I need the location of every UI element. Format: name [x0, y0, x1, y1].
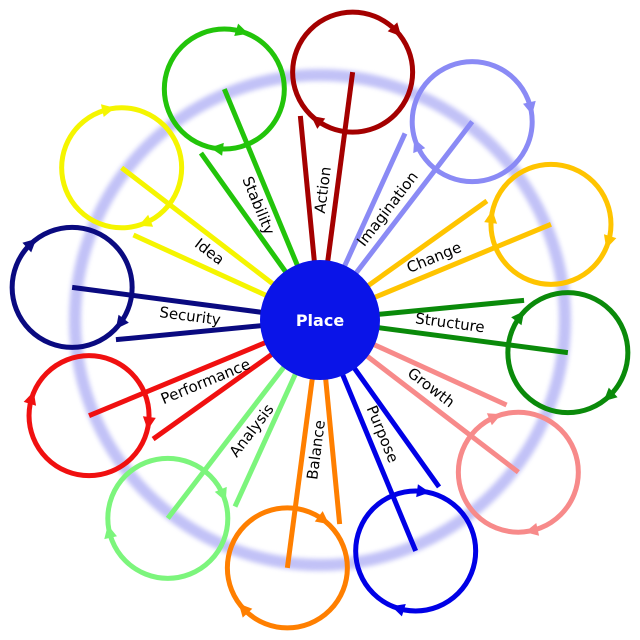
petal-loop — [353, 488, 479, 614]
petal-arrow-icon — [234, 23, 249, 37]
petal-arrow-icon — [484, 210, 498, 224]
petal-arrow-icon — [104, 524, 117, 540]
petal-arrow-icon — [416, 484, 430, 498]
petal-arrow-icon — [511, 310, 525, 326]
petal-arrow-icon — [23, 391, 37, 406]
petal-loop — [409, 59, 535, 185]
background-ring — [69, 69, 571, 571]
petal-label: Action — [311, 166, 335, 215]
petal-loop — [59, 105, 185, 231]
center-node[interactable]: Place — [260, 260, 380, 380]
petal-arrow-icon — [142, 416, 156, 430]
petal-arrow-icon — [391, 603, 406, 617]
petal-arrow-icon — [22, 238, 37, 253]
petal-loop — [161, 26, 287, 152]
petal-label: Imagination — [353, 168, 422, 250]
petal-arrow-icon — [523, 100, 536, 116]
petal-arrow-icon — [138, 214, 154, 227]
petal-arrow-icon — [210, 142, 224, 156]
petal-arrow-icon — [603, 387, 618, 402]
petal-arrow-icon — [310, 115, 326, 129]
petal-arrow-icon — [524, 523, 540, 536]
petal-loop — [26, 353, 152, 479]
petal-arrow-icon — [115, 314, 129, 330]
petal-loop — [105, 455, 231, 581]
petal-arrow-icon — [238, 603, 253, 618]
petal-arrow-icon — [214, 486, 227, 502]
center-circle[interactable] — [260, 260, 380, 380]
petal-loop — [9, 224, 135, 350]
petal-loop — [224, 505, 350, 631]
center-label: Place — [296, 311, 344, 330]
petal-loop — [455, 409, 581, 535]
petal-loop — [488, 161, 614, 287]
petal-arrow-icon — [486, 413, 502, 426]
petal-arrow-icon — [413, 138, 426, 154]
petal-arrow-icon — [387, 22, 402, 37]
petal-loop — [290, 9, 416, 135]
petal-loop — [505, 290, 631, 416]
petal-arrow-icon — [603, 234, 617, 249]
petal-arrow-icon — [100, 104, 116, 117]
petal-arrow-icon — [314, 511, 330, 525]
